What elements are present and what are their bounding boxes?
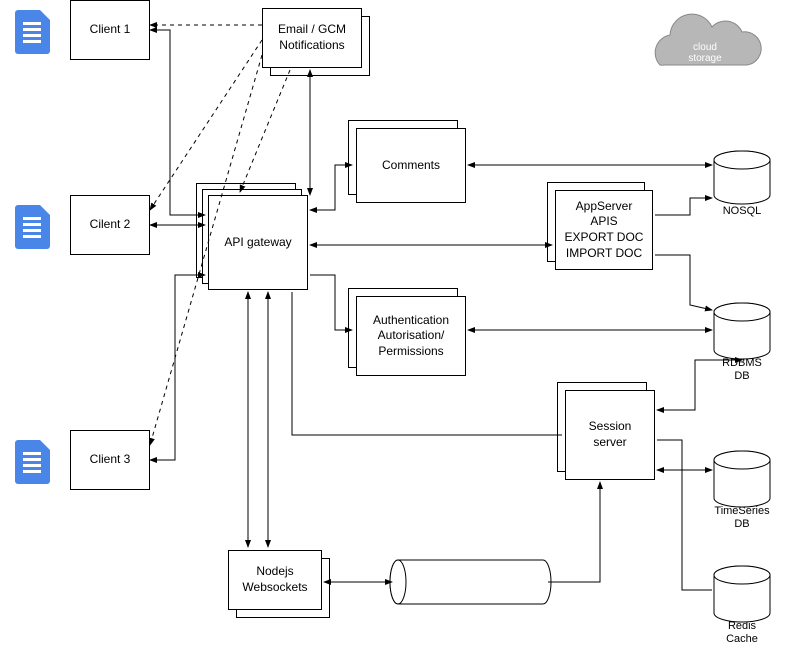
diagram-canvas: Client 1 Cilent 2 Client 3 Email / GCM N… xyxy=(0,0,795,652)
node-label: Authentication Autorisation/ Permissions xyxy=(373,313,449,360)
node-label: Client 1 xyxy=(90,22,131,38)
doc-icon xyxy=(15,10,50,54)
db-timeseries xyxy=(714,451,770,507)
db-label-nosql: NOSQL xyxy=(707,205,777,218)
node-client1: Client 1 xyxy=(70,0,150,60)
node-nodejs: Nodejs Websockets xyxy=(228,550,322,610)
db-rdbms xyxy=(714,303,770,359)
node-label: Session server xyxy=(589,419,632,450)
node-apigateway: API gateway xyxy=(208,195,308,290)
cloud-label: cloud storage xyxy=(665,42,745,64)
node-label: AppServer APIS EXPORT DOC IMPORT DOC xyxy=(565,199,644,261)
doc-icon xyxy=(15,205,50,249)
node-label: Email / GCM Notifications xyxy=(278,22,346,53)
db-redis xyxy=(714,566,770,622)
node-label: Cilent 2 xyxy=(90,217,131,233)
node-label: API gateway xyxy=(224,235,291,251)
db-nosql xyxy=(714,151,770,204)
node-comments: Comments xyxy=(356,128,466,203)
db-label-redis: Redis Cache xyxy=(707,620,777,646)
node-label: Client 3 xyxy=(90,452,131,468)
node-email: Email / GCM Notifications xyxy=(262,8,362,68)
node-label: Nodejs Websockets xyxy=(242,564,307,595)
node-label: Comments xyxy=(382,158,440,174)
node-client2: Cilent 2 xyxy=(70,195,150,255)
db-label-timeseries: TimeSeries DB xyxy=(707,505,777,531)
db-label-rdbms: RDBMS DB xyxy=(707,357,777,383)
node-session: Session server xyxy=(565,390,655,480)
opsqueue-label: Operations queue xyxy=(413,575,533,588)
node-appserver: AppServer APIS EXPORT DOC IMPORT DOC xyxy=(555,190,653,270)
doc-icon xyxy=(15,440,50,484)
node-client3: Client 3 xyxy=(70,430,150,490)
node-auth: Authentication Autorisation/ Permissions xyxy=(356,296,466,376)
